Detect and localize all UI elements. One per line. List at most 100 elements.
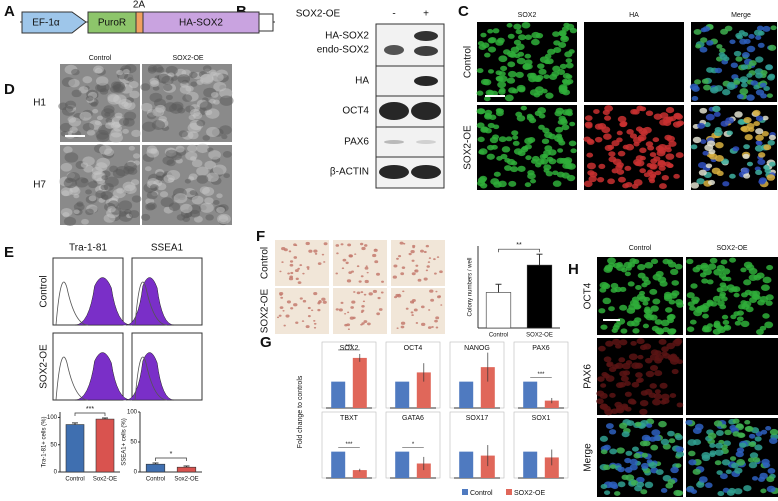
cell (690, 144, 698, 150)
cell (347, 328, 350, 330)
cell (628, 353, 638, 361)
cell (659, 382, 668, 389)
cell (636, 481, 645, 488)
cell (402, 290, 405, 293)
cell (486, 153, 495, 160)
cell (129, 90, 140, 99)
cell (305, 325, 310, 329)
cell (522, 63, 531, 71)
mini-title: PAX6 (532, 345, 549, 352)
cell (616, 137, 623, 143)
cell (364, 266, 369, 270)
cell (191, 195, 204, 205)
cell (700, 37, 708, 43)
cell (743, 38, 751, 44)
cell (634, 161, 641, 167)
cell (632, 259, 640, 265)
cell (569, 121, 576, 127)
cell (762, 462, 771, 468)
cell (423, 277, 428, 281)
cell (729, 173, 736, 179)
cell (493, 124, 500, 130)
cell (755, 89, 765, 96)
cell (629, 458, 638, 466)
cell (706, 67, 714, 73)
cell (435, 316, 440, 320)
cell (732, 418, 740, 424)
blot-frame (375, 23, 445, 67)
cell (492, 28, 500, 34)
cell (476, 90, 484, 96)
y-axis-label: Tra-1-81+ cells (%) (42, 417, 48, 468)
cell (500, 153, 508, 160)
cell (307, 315, 311, 318)
cell (306, 266, 310, 269)
cell (729, 456, 737, 461)
cell (425, 244, 430, 248)
mini-title: SOX2 (340, 345, 359, 352)
cell (604, 264, 614, 272)
cell (721, 459, 731, 466)
cell (505, 136, 513, 142)
cell (64, 152, 79, 163)
cell (744, 419, 751, 425)
cell (100, 184, 109, 191)
cell (321, 297, 326, 301)
cell (196, 143, 210, 154)
mini-title: SOX1 (532, 415, 551, 422)
cell (477, 136, 485, 143)
cell (82, 122, 95, 132)
cell (555, 126, 564, 133)
cell (712, 105, 721, 113)
cell (206, 172, 219, 182)
cell (630, 108, 638, 115)
cell (479, 175, 488, 182)
cell (400, 272, 405, 276)
cell (204, 197, 214, 205)
cell (716, 170, 724, 176)
column-label: SOX2-OE (716, 245, 747, 252)
cell (362, 300, 366, 303)
cell (204, 109, 213, 116)
blot-row-label: HA (355, 76, 369, 87)
cell (696, 178, 705, 185)
cell (673, 173, 680, 179)
cell (605, 423, 614, 429)
y-axis-label: SSEA1+ cells (%) (122, 418, 128, 466)
cell (620, 375, 629, 382)
cell (740, 267, 747, 273)
cell (359, 242, 364, 246)
blot-band (411, 165, 441, 179)
cell (697, 122, 706, 129)
cell (728, 288, 735, 293)
cell (584, 121, 593, 128)
cell (504, 94, 514, 102)
cell (116, 187, 125, 194)
cell (652, 137, 660, 143)
significance-label: *** (86, 406, 94, 413)
cell (506, 158, 516, 166)
cell (398, 255, 402, 258)
cell (645, 370, 655, 378)
cell (361, 304, 365, 308)
cell (596, 176, 605, 183)
cell (661, 174, 669, 181)
cell (311, 309, 314, 312)
cell (712, 328, 721, 335)
cell (695, 264, 703, 270)
cell (726, 83, 736, 90)
cell (699, 107, 708, 114)
cell (639, 408, 648, 416)
y-axis-label: Fold change to controls (297, 375, 304, 448)
cell (188, 131, 199, 140)
cell (569, 27, 578, 34)
cell (559, 63, 567, 69)
cell (665, 153, 675, 160)
cell (489, 136, 499, 144)
cell (360, 311, 364, 314)
cell (631, 381, 640, 388)
bar (480, 367, 495, 408)
cell (511, 130, 519, 136)
cell (625, 450, 633, 456)
cell (79, 111, 92, 121)
